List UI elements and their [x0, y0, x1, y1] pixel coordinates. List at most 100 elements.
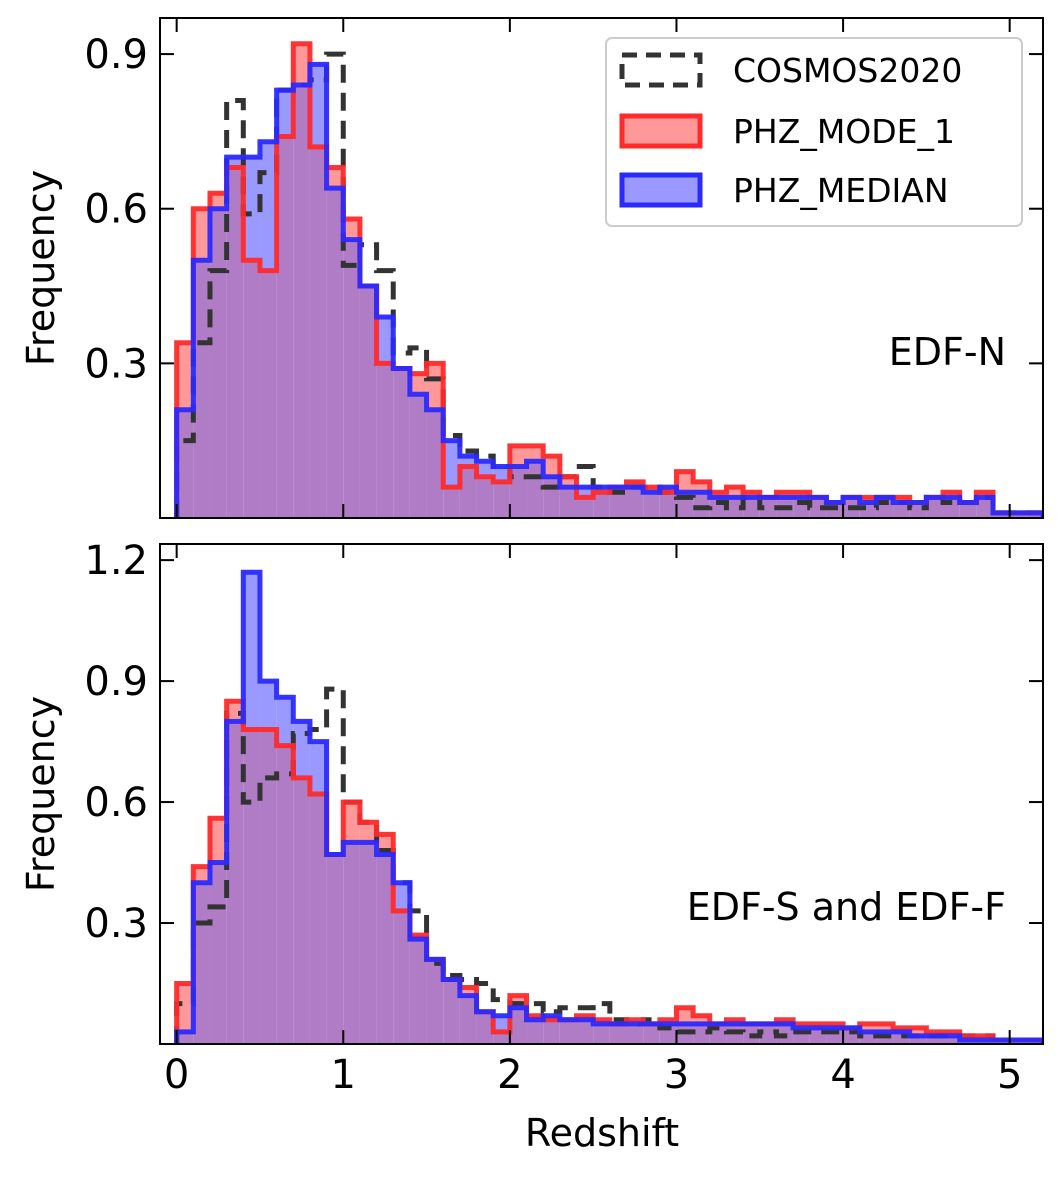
- bar-overlap-edf-n-23: [559, 487, 577, 518]
- bar-excess-edf-s-edf-f-4: [243, 572, 260, 730]
- bar-overlap-edf-n-47: [959, 502, 977, 518]
- bar-excess-edf-n-31: [693, 481, 710, 493]
- bar-excess-edf-n-15: [426, 363, 444, 410]
- bar-excess-edf-s-edf-f-6: [276, 697, 294, 746]
- bar-excess-edf-n-9: [326, 167, 344, 189]
- bar-excess-edf-n-4: [243, 157, 260, 261]
- bar-excess-edf-s-edf-f-44: [909, 1027, 927, 1036]
- bar-excess-edf-n-32: [709, 492, 727, 498]
- x-tick-label-edf-s-edf-f-2: 2: [497, 1052, 522, 1098]
- series-phz-median-edf-n: [174, 61, 1043, 518]
- plot-frame-edf-s-edf-f: [159, 543, 1044, 1045]
- bar-excess-edf-n-18: [476, 461, 494, 477]
- bar-overlap-edf-n-16: [443, 487, 460, 518]
- bar-excess-edf-s-edf-f-8: [309, 741, 327, 794]
- bar-excess-edf-n-41: [859, 497, 877, 503]
- bar-excess-edf-s-edf-f-19: [493, 1015, 510, 1032]
- x-tick-label-edf-s-edf-f-1: 1: [331, 1052, 356, 1098]
- bar-excess-edf-s-edf-f-2: [209, 818, 227, 863]
- bar-excess-edf-n-27: [626, 481, 644, 488]
- x-tick-label-edf-s-edf-f-3: 3: [664, 1052, 689, 1098]
- bar-overlap-edf-s-edf-f-18: [476, 1011, 494, 1044]
- axes-edf-n: 0.3 0.6 0.9: [84, 17, 1044, 519]
- bar-overlap-edf-s-edf-f-11: [359, 842, 377, 1044]
- x-tick-label-edf-s-edf-f-0: 0: [164, 1052, 189, 1098]
- bar-excess-edf-s-edf-f-42: [876, 1023, 894, 1032]
- bar-overlap-edf-n-51: [1026, 512, 1043, 518]
- bar-overlap-edf-n-18: [476, 476, 494, 518]
- bar-excess-edf-s-edf-f-3: [226, 701, 244, 722]
- bar-excess-edf-n-48: [976, 492, 994, 498]
- bar-excess-edf-s-edf-f-1: [193, 866, 210, 883]
- bar-excess-edf-s-edf-f-13: [393, 882, 410, 911]
- bar-overlap-edf-n-13: [393, 368, 410, 518]
- bar-overlap-edf-n-35: [759, 497, 777, 518]
- panel-edf-s-edf-f: 0 1 2 3 4 5 0.3 0.6 0.9 1.2 Frequency EDF-S and E…: [19, 538, 1044, 1098]
- y-tick-label-edf-s-edf-f-1: 0.6: [84, 780, 148, 826]
- bar-excess-edf-n-12: [376, 316, 394, 364]
- bar-overlap-edf-s-edf-f-23: [559, 1019, 577, 1044]
- bar-excess-edf-s-edf-f-10: [343, 802, 360, 843]
- series-phz-mode-1-edf-s-edf-f: [174, 698, 1043, 1044]
- bar-overlap-edf-n-33: [726, 497, 744, 518]
- bar-overlap-edf-n-26: [609, 487, 627, 518]
- bar-overlap-edf-n-2: [209, 208, 227, 518]
- bar-overlap-edf-n-11: [359, 286, 377, 518]
- histogram-layer-edf-s-edf-f: [174, 569, 1043, 1044]
- y-tick-label-edf-s-edf-f-2: 0.9: [84, 659, 148, 705]
- y-tick-label-edf-s-edf-f-3: 1.2: [84, 538, 148, 584]
- bar-overlap-edf-n-31: [693, 492, 710, 518]
- bar-excess-edf-n-14: [409, 373, 427, 395]
- bar-excess-edf-n-0: [176, 342, 194, 410]
- bar-overlap-edf-s-edf-f-21: [526, 1019, 544, 1044]
- series-phz-median-edf-s-edf-f: [174, 569, 1043, 1044]
- bar-overlap-edf-n-25: [593, 492, 610, 518]
- bar-overlap-edf-n-38: [809, 497, 827, 518]
- y-axis-title-edf-n: Frequency: [19, 170, 63, 366]
- bar-excess-edf-s-edf-f-30: [676, 1007, 694, 1024]
- bar-overlap-edf-s-edf-f-46: [943, 1035, 960, 1044]
- legend-swatch-cosmos2020: [619, 52, 703, 88]
- legend-swatch-phz-mode-1: [619, 113, 703, 149]
- x-tick-label-edf-s-edf-f-5: 5: [997, 1052, 1022, 1098]
- bar-excess-edf-n-8: [309, 64, 327, 147]
- bar-overlap-edf-s-edf-f-16: [443, 979, 460, 1044]
- bar-overlap-edf-s-edf-f-15: [426, 959, 444, 1044]
- y-tick-label-edf-n-0: 0.3: [84, 341, 148, 387]
- bar-overlap-edf-n-29: [659, 492, 677, 518]
- bar-overlap-edf-n-0: [176, 409, 194, 518]
- bar-excess-edf-n-37: [793, 492, 810, 498]
- bar-excess-edf-n-29: [659, 487, 677, 493]
- panel-edf-n: 0.3 0.6 0.9 Frequency EDF-N: [19, 17, 1044, 519]
- bar-overlap-edf-s-edf-f-35: [759, 1023, 777, 1044]
- x-axis-title: Redshift: [525, 1111, 679, 1155]
- bar-overlap-edf-n-50: [1009, 512, 1027, 518]
- legend-label-phz-median: PHZ_MEDIAN: [733, 171, 949, 210]
- bar-excess-edf-n-1: [193, 208, 210, 261]
- y-tick-label-edf-s-edf-f-0: 0.3: [84, 901, 148, 947]
- legend-label-cosmos2020: COSMOS2020: [733, 51, 962, 90]
- bar-overlap-edf-n-14: [409, 394, 427, 518]
- bar-excess-edf-n-2: [209, 193, 227, 209]
- bar-overlap-edf-s-edf-f-44: [909, 1035, 927, 1044]
- bar-excess-edf-s-edf-f-5: [259, 681, 277, 730]
- legend-label-phz-mode-1: PHZ_MODE_1: [733, 112, 955, 151]
- bar-overlap-edf-n-1: [193, 260, 210, 518]
- panel-label-edf-s-edf-f: EDF-S and EDF-F: [687, 885, 1006, 929]
- legend-swatch-phz-median: [619, 172, 703, 208]
- bar-overlap-edf-n-24: [576, 497, 594, 518]
- bar-excess-edf-n-46: [943, 492, 960, 498]
- bar-excess-edf-n-33: [726, 487, 744, 498]
- bar-excess-edf-n-24: [576, 487, 594, 498]
- bar-excess-edf-n-20: [509, 445, 527, 467]
- bar-overlap-edf-n-19: [493, 481, 510, 518]
- bar-excess-edf-n-19: [493, 466, 510, 482]
- bar-overlap-edf-s-edf-f-12: [376, 854, 394, 1044]
- bar-excess-edf-s-edf-f-41: [859, 1023, 877, 1032]
- bar-overlap-edf-n-5: [259, 270, 277, 518]
- bar-overlap-edf-n-34: [743, 497, 760, 518]
- bar-overlap-edf-n-15: [426, 409, 444, 518]
- bar-overlap-edf-s-edf-f-28: [643, 1023, 660, 1044]
